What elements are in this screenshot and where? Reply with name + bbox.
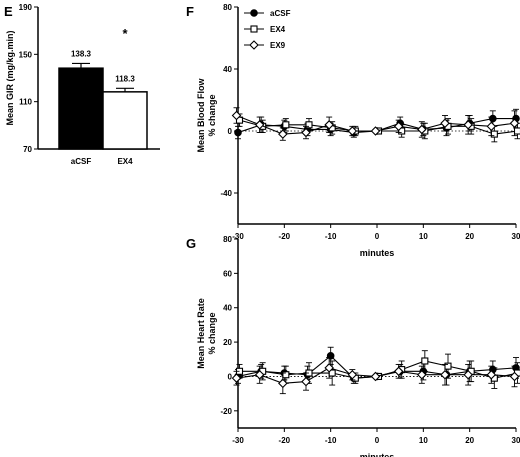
x-tick-label: 20 bbox=[465, 232, 474, 241]
x-tick-label: 10 bbox=[419, 232, 428, 241]
data-point bbox=[489, 114, 497, 123]
data-point bbox=[250, 25, 258, 33]
y-axis-title: % change bbox=[207, 94, 217, 136]
x-axis-title: minutes bbox=[360, 452, 395, 457]
x-tick-label: 0 bbox=[375, 232, 380, 241]
data-point bbox=[254, 369, 265, 380]
x-tick-label: 10 bbox=[419, 436, 428, 445]
significance-marker: * bbox=[122, 26, 128, 41]
x-tick-label: 20 bbox=[465, 436, 474, 445]
y-tick-label: 80 bbox=[223, 3, 232, 12]
category-label: EX4 bbox=[117, 157, 133, 166]
data-point bbox=[324, 120, 334, 130]
data-point bbox=[509, 371, 520, 382]
data-point bbox=[370, 126, 381, 136]
legend-label: aCSF bbox=[270, 9, 291, 18]
data-point bbox=[486, 369, 497, 380]
data-point bbox=[278, 129, 288, 139]
x-tick-label: -20 bbox=[279, 232, 291, 241]
data-label: 138.3 bbox=[71, 49, 92, 58]
y-tick-label: 20 bbox=[223, 338, 232, 347]
bar bbox=[58, 67, 104, 150]
y-tick-label: 0 bbox=[228, 372, 233, 381]
data-point bbox=[326, 352, 335, 360]
data-point bbox=[301, 376, 311, 387]
data-point bbox=[393, 366, 404, 377]
series-ex4 bbox=[235, 113, 520, 143]
panel-letter: F bbox=[186, 4, 194, 19]
y-tick-label: 40 bbox=[223, 65, 232, 74]
data-point bbox=[347, 126, 358, 136]
bar bbox=[102, 91, 148, 150]
x-tick-label: 30 bbox=[512, 436, 520, 445]
data-point bbox=[393, 121, 404, 132]
x-tick-label: -30 bbox=[232, 436, 244, 445]
y-tick-label: 150 bbox=[19, 50, 33, 59]
y-axis-title: Mean GIR (mg/kg.min) bbox=[5, 30, 15, 125]
x-tick-label: -20 bbox=[279, 436, 291, 445]
category-label: aCSF bbox=[71, 157, 92, 166]
legend-label: EX9 bbox=[270, 41, 286, 50]
y-axis-title: Mean Heart Rate bbox=[196, 298, 206, 369]
data-point bbox=[417, 369, 427, 380]
data-point bbox=[305, 121, 313, 129]
y-tick-label: 0 bbox=[228, 127, 233, 136]
legend-label: EX4 bbox=[270, 25, 286, 34]
panel-letter: G bbox=[186, 236, 196, 251]
y-tick-label: -40 bbox=[220, 189, 232, 198]
series-ex9 bbox=[231, 107, 520, 141]
data-point bbox=[490, 130, 498, 138]
data-point bbox=[234, 128, 242, 137]
data-point bbox=[278, 378, 288, 389]
y-tick-label: 190 bbox=[19, 3, 33, 12]
x-tick-label: -10 bbox=[325, 436, 337, 445]
data-point bbox=[231, 110, 242, 121]
y-tick-label: 70 bbox=[23, 145, 32, 154]
y-tick-label: 80 bbox=[223, 235, 232, 244]
panel-letter: E bbox=[4, 4, 13, 19]
legend: aCSF EX4 EX9 bbox=[244, 9, 291, 50]
data-point bbox=[463, 120, 473, 130]
data-point bbox=[231, 373, 242, 383]
x-tick-label: -30 bbox=[232, 232, 244, 241]
x-tick-label: 0 bbox=[375, 436, 380, 445]
data-point bbox=[486, 121, 497, 132]
data-point bbox=[254, 120, 265, 130]
x-axis-title: minutes bbox=[360, 248, 395, 258]
data-point bbox=[249, 40, 259, 50]
data-point bbox=[417, 124, 427, 135]
y-axis-title: % change bbox=[207, 312, 217, 354]
data-point bbox=[440, 369, 450, 380]
data-point bbox=[463, 369, 473, 380]
data-point bbox=[509, 118, 520, 129]
panel-e: E 70 110 150 190 Mean GIR (mg/kg.min) 138.3 aCS… bbox=[4, 3, 160, 166]
y-tick-label: 60 bbox=[223, 269, 232, 278]
x-tick-label: 30 bbox=[512, 232, 520, 241]
data-point bbox=[370, 371, 381, 382]
x-tick-label: -10 bbox=[325, 232, 337, 241]
y-tick-label: -20 bbox=[220, 407, 232, 416]
data-point bbox=[440, 118, 450, 129]
data-label: 118.3 bbox=[115, 74, 135, 83]
data-point bbox=[421, 357, 429, 365]
data-point bbox=[282, 121, 290, 129]
data-point bbox=[301, 127, 311, 138]
data-point bbox=[250, 9, 258, 17]
series-ex9 bbox=[231, 357, 520, 395]
y-axis-title: Mean Blood Flow bbox=[196, 78, 206, 153]
y-tick-label: 110 bbox=[19, 98, 32, 107]
data-point bbox=[513, 127, 520, 135]
y-tick-label: 40 bbox=[223, 304, 232, 313]
data-point bbox=[324, 363, 334, 373]
data-point bbox=[347, 369, 358, 380]
